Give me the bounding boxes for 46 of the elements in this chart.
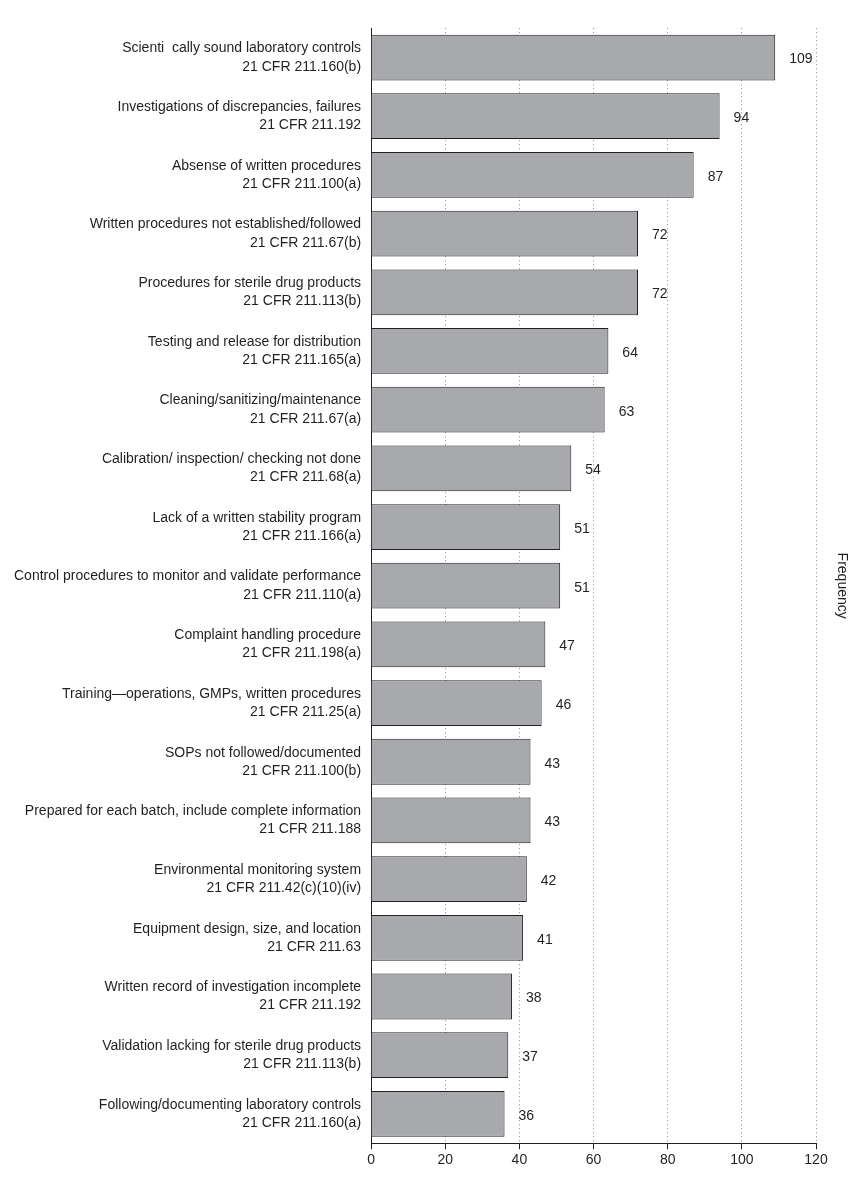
y-tick-label: Environmental monitoring system 21 CFR 211.42(c)(10)(iv) [154,860,362,896]
y-tick-label: Investigations of discrepancies, failures 21 CFR 211.192 [117,97,362,133]
data-label: 54 [585,461,602,478]
data-label: 72 [652,285,668,302]
y-tick-label: Absense of written procedures 21 CFR 211.100(a) [171,156,362,191]
x-tick-label: 20 [437,1151,454,1168]
y-tick-label: Prepared for each batch, include complete information 21 CFR 211.188 [24,802,362,837]
y-tick-label: Complaint handling procedure 21 CFR 211.198(a) [174,626,362,661]
y-tick-label: Training—operations, GMPs, written procedures 21 CFR 211.25(a) [62,684,362,720]
y-tick-label: Equipment design, size, and location 21 CFR 211.63 [133,919,362,954]
y-tick-label: SOPs not followed/documented 21 CFR 211.100(b) [164,743,362,778]
data-label: 94 [733,109,750,126]
y-tick-label: Validation lacking for sterile drug products 21 CFR 211.113(b) [102,1036,362,1072]
y-tick-label: Following/documenting laboratory controls 21 CFR 211.160(a) [98,1095,362,1130]
y-tick-label: Written procedures not established/followed 21 CFR 211.67(b) [89,215,362,250]
y-tick-label: Written record of investigation incomplete 21 CFR 211.192 [104,978,362,1013]
data-label: 38 [525,989,542,1006]
y2-axis-title: Frequency [835,552,852,619]
y-tick-label: Scienti cally sound laboratory controls 21 CFR 211.160(b) [122,39,362,74]
x-tick-label: 60 [585,1151,602,1168]
data-label: 63 [618,402,635,419]
data-label: 72 [652,226,668,243]
data-label: 37 [522,1048,539,1065]
y-tick-label: Calibration/ inspection/ checking not done 21 CFR 211.68(a) [101,450,362,485]
x-tick-label: 80 [659,1151,676,1168]
data-label: 109 [789,50,813,67]
x-tick-label: 100 [730,1151,754,1168]
data-label: 36 [518,1106,535,1123]
data-label: 43 [544,813,561,830]
data-label: 64 [622,343,639,360]
x-tick-label: 0 [367,1151,376,1168]
data-label: 46 [555,695,572,712]
y-tick-label: Lack of a written stability program 21 CFR 211.166(a) [152,508,362,543]
y-tick-label: Procedures for sterile drug products 21 CFR 211.113(b) [138,274,362,309]
data-label: 41 [537,930,553,947]
data-label: 43 [544,754,561,771]
x-tick-label: 120 [804,1151,828,1168]
y-tick-label: Testing and release for distribution 21 CFR 211.165(a) [147,332,362,367]
data-label: 42 [540,871,557,888]
data-label: 47 [559,637,576,654]
data-label: 51 [574,578,590,595]
data-label: 51 [574,519,590,536]
data-label: 87 [707,167,724,184]
x-tick-label: 40 [511,1151,528,1168]
y-tick-label: Control procedures to monitor and validate performance 21 CFR 211.110(a) [14,567,362,602]
y-tick-label: Cleaning/sanitizing/maintenance 21 CFR 211.67(a) [159,391,362,426]
